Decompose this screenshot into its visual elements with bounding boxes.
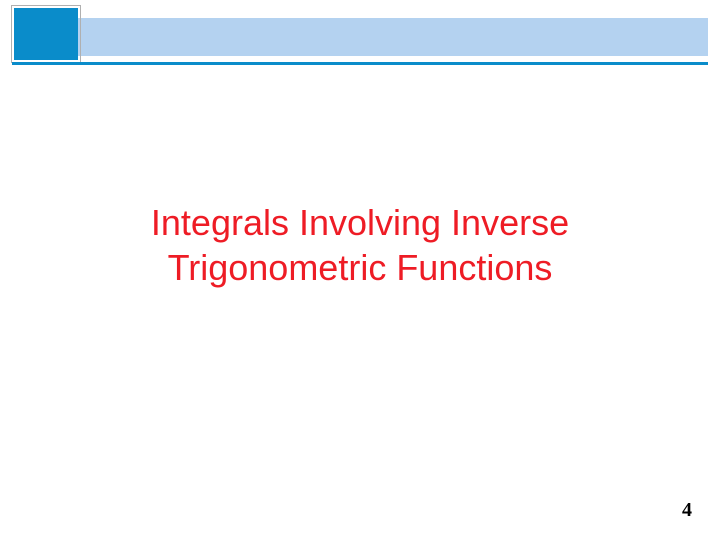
title-container: Integrals Involving Inverse Trigonometri… <box>0 200 720 290</box>
title-line-1: Integrals Involving Inverse <box>151 202 569 243</box>
header-underline <box>12 62 708 65</box>
page-number: 4 <box>682 499 692 522</box>
header-bar <box>78 18 708 56</box>
slide-title: Integrals Involving Inverse Trigonometri… <box>0 200 720 290</box>
title-line-2: Trigonometric Functions <box>168 247 553 288</box>
accent-box <box>14 8 78 60</box>
